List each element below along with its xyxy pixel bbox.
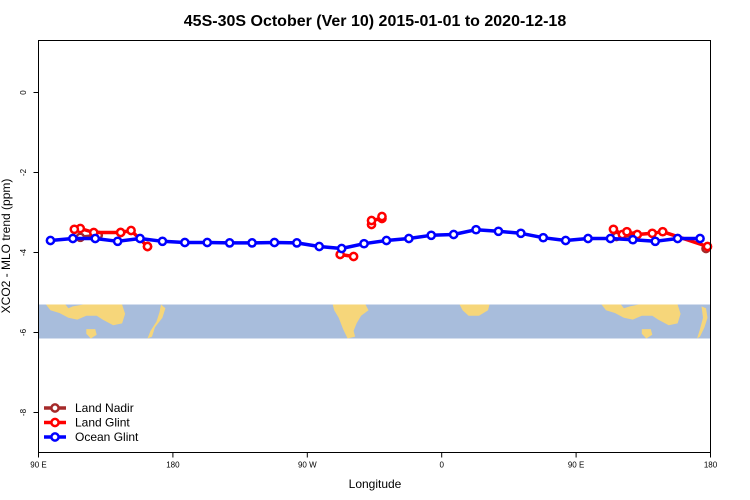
ocean-glint-point: [291, 238, 302, 248]
ocean-glint-point: [650, 236, 661, 247]
ocean-glint-point: [695, 233, 705, 244]
plot-frame: [38, 40, 711, 453]
ocean-glint-point: [538, 232, 549, 243]
series-layer: [45, 211, 713, 262]
land-glint-point: [657, 226, 668, 237]
ocean-glint-point: [247, 238, 257, 248]
ocean-glint-point: [627, 234, 638, 245]
x-tick-label: 0: [439, 461, 444, 470]
ocean-glint-point: [426, 230, 437, 241]
legend-swatch-marker: [50, 432, 60, 442]
land-glint-point: [126, 225, 136, 236]
land-glint-point: [142, 241, 153, 252]
x-tick-label: 90 E: [30, 461, 46, 470]
ocean-glint-point: [493, 226, 504, 237]
ocean-glint-point: [269, 237, 280, 248]
map-land-australia-2: [601, 304, 681, 326]
ocean-glint-point: [45, 235, 56, 246]
ocean-glint-point: [560, 235, 571, 246]
ocean-glint-point: [381, 235, 392, 246]
x-tick-label: 180: [166, 461, 180, 470]
y-axis-label: XCO2 - MLO trend (ppm): [0, 179, 13, 314]
legend-label: Land Glint: [75, 416, 130, 430]
legend-item-land-glint: Land Glint: [44, 416, 130, 430]
ocean-glint-point: [202, 237, 213, 248]
land-glint-point: [622, 226, 632, 237]
x-tick-label: 180: [704, 461, 718, 470]
ocean-glint-point: [471, 224, 481, 235]
y-axis: 0 -2 -4 -6 -8: [19, 90, 39, 416]
land-glint-point: [702, 241, 713, 252]
ocean-glint-point: [314, 241, 325, 252]
ocean-glint-point: [605, 233, 616, 244]
legend-label: Ocean Glint: [75, 430, 139, 444]
legend-label: Land Nadir: [75, 401, 134, 415]
map-land-tasmania: [86, 329, 97, 339]
land-glint-point: [647, 228, 658, 239]
ocean-glint-point: [336, 243, 347, 254]
ocean-glint-point: [583, 233, 593, 244]
y-tick-label: -2: [19, 168, 28, 176]
ocean-glint-point: [157, 236, 168, 247]
ocean-glint-point: [672, 233, 683, 244]
ocean-glint-point: [90, 233, 101, 244]
legend-item-land-nadir: Land Nadir: [44, 401, 134, 415]
map-land-tasmania-2: [641, 329, 653, 339]
x-axis: 90 E 180 90 W 0 90 E 180: [30, 452, 718, 470]
y-tick-label: 0: [19, 90, 28, 95]
ocean-glint-point: [67, 233, 78, 244]
map-land-new-zealand: [147, 304, 166, 339]
land-glint-point: [115, 227, 126, 238]
x-tick-label: 90 W: [298, 461, 317, 470]
legend-swatch-marker: [50, 417, 60, 428]
legend-item-ocean-glint: Ocean Glint: [44, 430, 139, 444]
land-glint-point: [348, 251, 359, 262]
x-axis-label: Longitude: [349, 477, 402, 491]
background-map: [38, 304, 711, 339]
map-land-new-zealand-2: [697, 306, 708, 339]
land-glint-point: [366, 215, 377, 226]
chart-title: 45S-30S October (Ver 10) 2015-01-01 to 2…: [184, 13, 567, 30]
ocean-glint-point: [359, 238, 369, 249]
map-land-south-africa: [459, 304, 490, 316]
ocean-glint-point: [224, 238, 235, 248]
y-tick-label: -8: [19, 408, 28, 416]
land-glint-point: [608, 224, 619, 235]
land-glint-point: [69, 224, 80, 235]
y-tick-label: -4: [19, 248, 28, 256]
land-glint-point: [377, 211, 387, 222]
ocean-glint-point: [179, 237, 190, 248]
map-land-south-america: [332, 304, 369, 339]
legend-swatch-marker: [50, 403, 60, 413]
y-tick-label: -6: [19, 328, 28, 336]
ocean-glint-point: [135, 233, 145, 244]
ocean-glint-point: [112, 236, 123, 247]
x-tick-label: 90 E: [568, 461, 584, 470]
ocean-glint-point: [403, 233, 414, 244]
ocean-glint-point: [515, 228, 526, 239]
map-land-australia: [46, 304, 126, 326]
ocean-glint-point: [448, 229, 459, 240]
